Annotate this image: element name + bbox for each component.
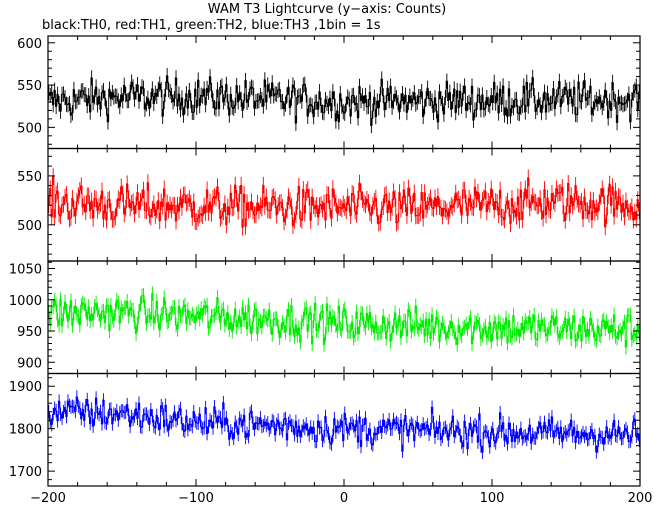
y-tick-label-th1-1: 550 (17, 170, 42, 185)
y-tick-label-th2-1: 950 (17, 325, 42, 340)
lightcurve-th0 (48, 68, 640, 134)
y-tick-label-th2-0: 900 (17, 356, 42, 371)
x-tick-label-0: −200 (30, 491, 66, 505)
x-tick-label-4: 200 (628, 491, 653, 505)
y-tick-label-th1-0: 500 (17, 219, 42, 234)
x-tick-label-3: 100 (480, 491, 505, 505)
chart-subtitle: black:TH0, red:TH1, green:TH2, blue:TH3 … (42, 18, 381, 33)
y-tick-label-th0-0: 500 (17, 121, 42, 136)
y-tick-label-th2-3: 1050 (9, 263, 42, 278)
y-tick-label-th2-2: 1000 (9, 294, 42, 309)
lightcurve-th1 (48, 168, 640, 236)
y-tick-label-th3-2: 1900 (9, 380, 42, 395)
x-tick-label-1: −100 (178, 491, 214, 505)
chart-title: WAM T3 Lightcurve (y−axis: Counts) (207, 2, 447, 17)
y-tick-label-th0-1: 550 (17, 79, 42, 94)
x-tick-label-2: 0 (340, 491, 348, 505)
lightcurve-th2 (48, 286, 640, 355)
y-tick-label-th0-2: 600 (17, 37, 42, 52)
lightcurve-th3 (48, 390, 640, 460)
y-tick-label-th3-0: 1700 (9, 465, 42, 480)
y-tick-label-th3-1: 1800 (9, 423, 42, 438)
